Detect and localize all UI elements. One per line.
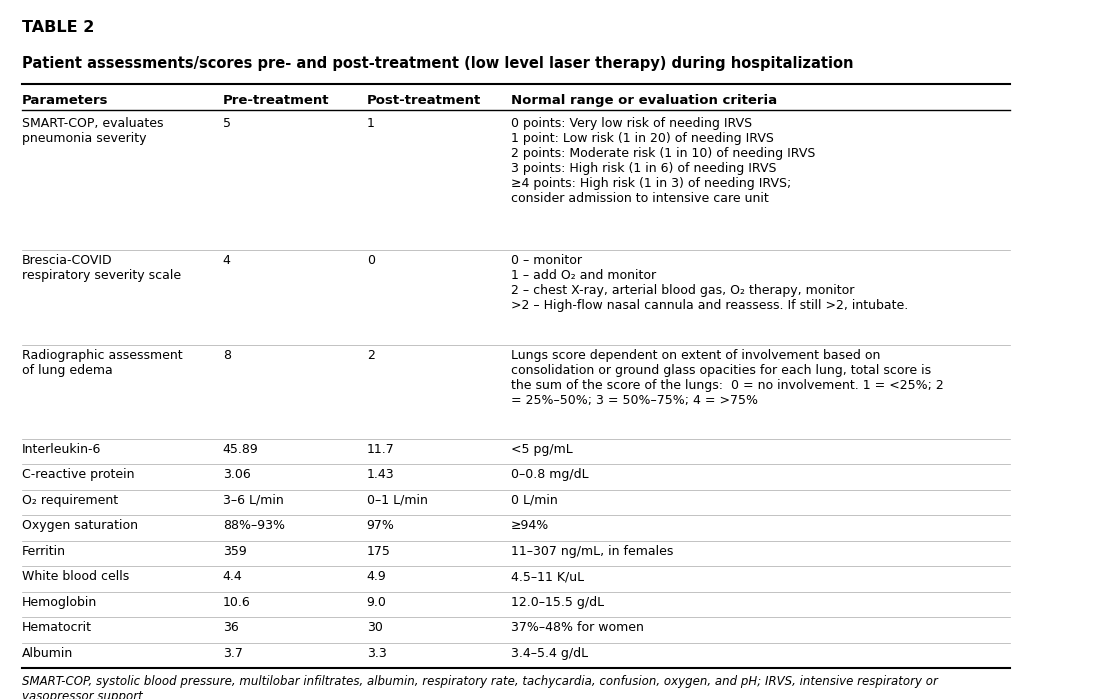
- Text: 36: 36: [223, 621, 238, 634]
- Text: SMART-COP, systolic blood pressure, multilobar infiltrates, albumin, respiratory: SMART-COP, systolic blood pressure, mult…: [22, 675, 938, 699]
- Text: 0 – monitor
1 – add O₂ and monitor
2 – chest X-ray, arterial blood gas, O₂ thera: 0 – monitor 1 – add O₂ and monitor 2 – c…: [510, 254, 908, 312]
- Text: 1: 1: [366, 117, 374, 130]
- Text: 3.3: 3.3: [366, 647, 386, 660]
- Text: Hemoglobin: Hemoglobin: [22, 596, 97, 609]
- Text: 359: 359: [223, 545, 247, 558]
- Text: 4: 4: [223, 254, 230, 267]
- Text: 97%: 97%: [366, 519, 394, 532]
- Text: Parameters: Parameters: [22, 94, 108, 107]
- Text: 0 L/min: 0 L/min: [510, 493, 558, 507]
- Text: 4.4: 4.4: [223, 570, 242, 583]
- Text: ≥94%: ≥94%: [510, 519, 549, 532]
- Text: 5: 5: [223, 117, 230, 130]
- Text: Hematocrit: Hematocrit: [22, 621, 92, 634]
- Text: 1.43: 1.43: [366, 468, 394, 482]
- Text: 45.89: 45.89: [223, 443, 258, 456]
- Text: 4.9: 4.9: [366, 570, 386, 583]
- Text: 3.7: 3.7: [223, 647, 242, 660]
- Text: 3.06: 3.06: [223, 468, 250, 482]
- Text: 4.5–11 K/uL: 4.5–11 K/uL: [510, 570, 583, 583]
- Text: 0: 0: [366, 254, 375, 267]
- Text: TABLE 2: TABLE 2: [22, 20, 94, 36]
- Text: 0 points: Very low risk of needing IRVS
1 point: Low risk (1 in 20) of needing I: 0 points: Very low risk of needing IRVS …: [510, 117, 815, 205]
- Text: 11–307 ng/mL, in females: 11–307 ng/mL, in females: [510, 545, 673, 558]
- Text: 3–6 L/min: 3–6 L/min: [223, 493, 283, 507]
- Text: 37%–48% for women: 37%–48% for women: [510, 621, 643, 634]
- Text: O₂ requirement: O₂ requirement: [22, 493, 118, 507]
- Text: SMART-COP, evaluates
pneumonia severity: SMART-COP, evaluates pneumonia severity: [22, 117, 164, 145]
- Text: 88%–93%: 88%–93%: [223, 519, 284, 532]
- Text: Patient assessments/scores pre- and post-treatment (low level laser therapy) dur: Patient assessments/scores pre- and post…: [22, 55, 853, 71]
- Text: Oxygen saturation: Oxygen saturation: [22, 519, 138, 532]
- Text: C-reactive protein: C-reactive protein: [22, 468, 134, 482]
- Text: <5 pg/mL: <5 pg/mL: [510, 443, 572, 456]
- Text: Ferritin: Ferritin: [22, 545, 66, 558]
- Text: Albumin: Albumin: [22, 647, 73, 660]
- Text: 30: 30: [366, 621, 383, 634]
- Text: Pre-treatment: Pre-treatment: [223, 94, 329, 107]
- Text: 175: 175: [366, 545, 391, 558]
- Text: 2: 2: [366, 349, 374, 361]
- Text: 3.4–5.4 g/dL: 3.4–5.4 g/dL: [510, 647, 588, 660]
- Text: 9.0: 9.0: [366, 596, 386, 609]
- Text: Post-treatment: Post-treatment: [366, 94, 480, 107]
- Text: Lungs score dependent on extent of involvement based on
consolidation or ground : Lungs score dependent on extent of invol…: [510, 349, 943, 407]
- Text: 10.6: 10.6: [223, 596, 250, 609]
- Text: 0–1 L/min: 0–1 L/min: [366, 493, 427, 507]
- Text: Radiographic assessment
of lung edema: Radiographic assessment of lung edema: [22, 349, 183, 377]
- Text: Interleukin-6: Interleukin-6: [22, 443, 102, 456]
- Text: 8: 8: [223, 349, 230, 361]
- Text: 11.7: 11.7: [366, 443, 394, 456]
- Text: Brescia-COVID
respiratory severity scale: Brescia-COVID respiratory severity scale: [22, 254, 182, 282]
- Text: 0–0.8 mg/dL: 0–0.8 mg/dL: [510, 468, 589, 482]
- Text: 12.0–15.5 g/dL: 12.0–15.5 g/dL: [510, 596, 604, 609]
- Text: White blood cells: White blood cells: [22, 570, 130, 583]
- Text: Normal range or evaluation criteria: Normal range or evaluation criteria: [510, 94, 777, 107]
